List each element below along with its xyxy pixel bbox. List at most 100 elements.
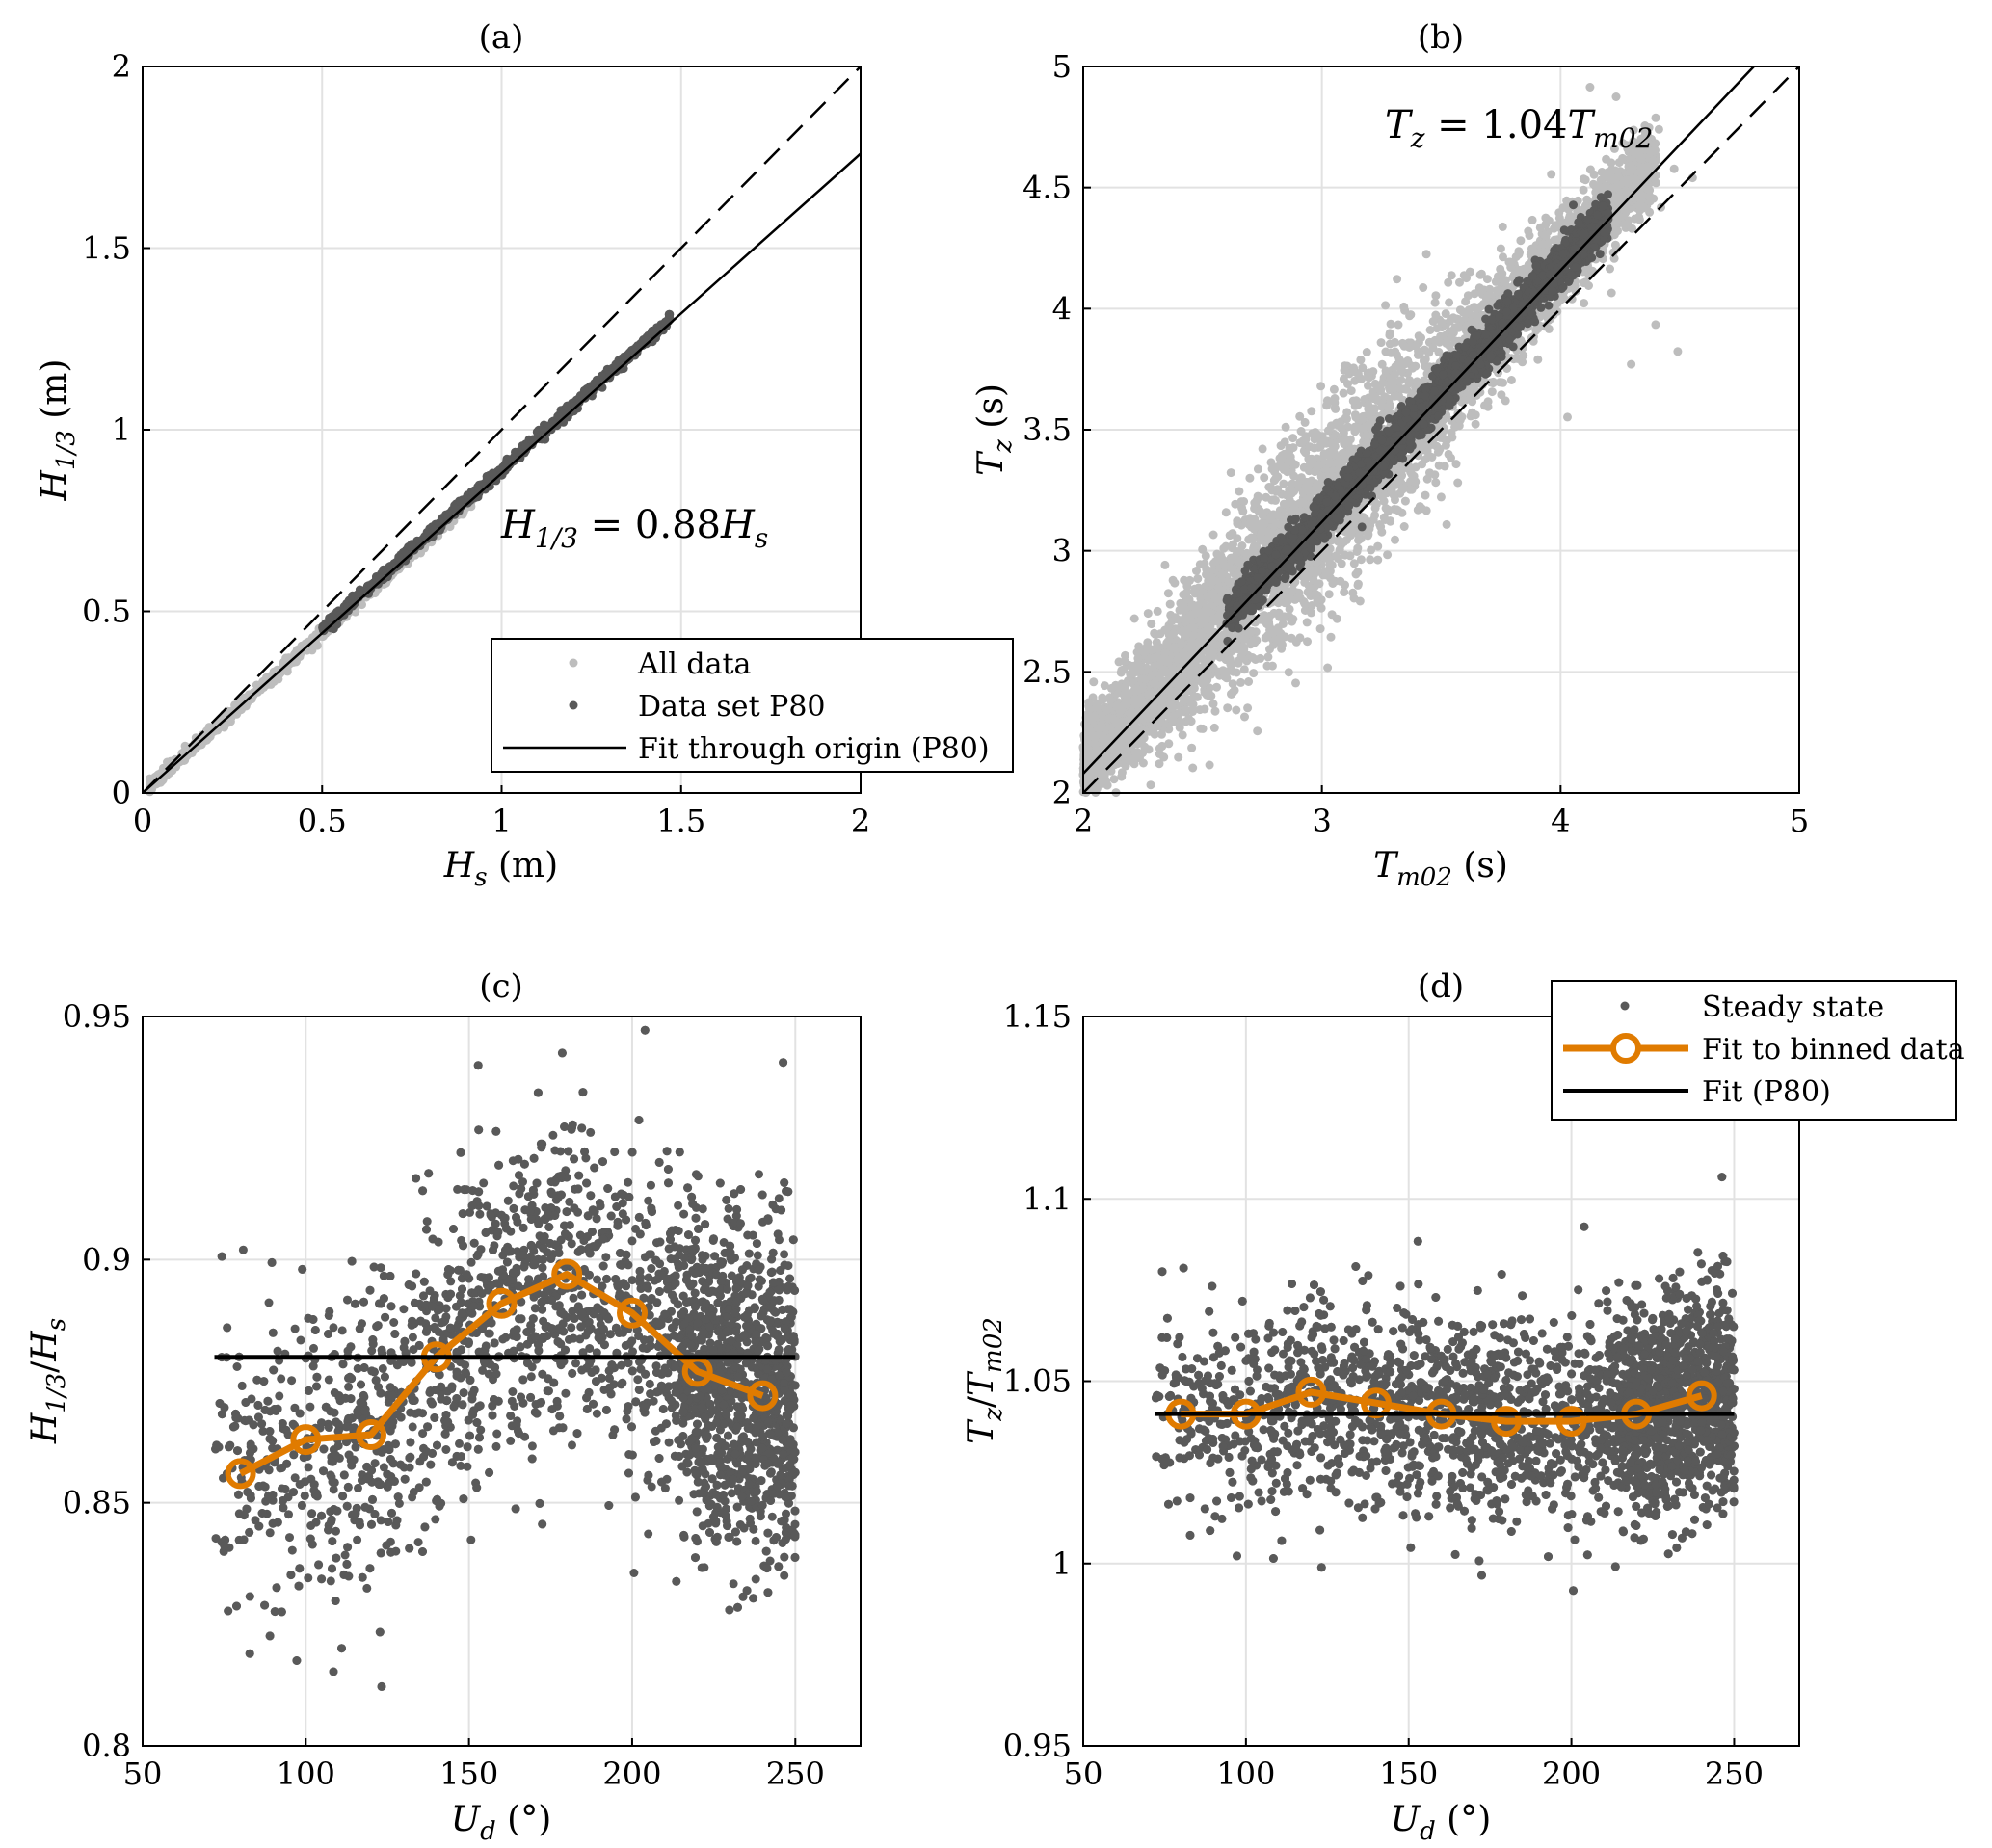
scatter-point bbox=[1270, 609, 1279, 618]
scatter-point bbox=[1545, 325, 1554, 333]
scatter-point bbox=[1316, 624, 1325, 633]
scatter-point bbox=[1584, 281, 1593, 290]
scatter-point bbox=[1373, 556, 1382, 565]
scatter-point bbox=[1580, 299, 1588, 307]
panel-b-title: (b) bbox=[1418, 18, 1464, 57]
scatter-point bbox=[1516, 236, 1525, 245]
legend-marker-data-set-p80 bbox=[570, 701, 578, 710]
scatter-point bbox=[665, 310, 674, 319]
scatter-point bbox=[1377, 338, 1386, 347]
scatter-point bbox=[1499, 252, 1507, 261]
scatter-point bbox=[1193, 574, 1202, 583]
scatter-point bbox=[590, 379, 598, 387]
scatter-point bbox=[1580, 186, 1588, 195]
scatter-point bbox=[1453, 479, 1462, 488]
scatter-point bbox=[1210, 724, 1219, 732]
scatter-point bbox=[1147, 780, 1155, 789]
scatter-point bbox=[1524, 227, 1532, 236]
y-tick-label: 1.5 bbox=[82, 230, 131, 267]
scatter-point bbox=[1394, 321, 1403, 330]
x-tick-label: 0.5 bbox=[298, 803, 347, 839]
scatter-point bbox=[1422, 250, 1431, 258]
scatter-point bbox=[1472, 420, 1480, 429]
scatter-point bbox=[1260, 473, 1268, 482]
scatter-point bbox=[1353, 568, 1362, 576]
scatter-point bbox=[1249, 669, 1258, 677]
y-tick-label: 1 bbox=[112, 411, 131, 448]
scatter-point bbox=[1528, 216, 1537, 224]
y-tick-label: 2 bbox=[112, 48, 131, 85]
scatter-point bbox=[1121, 689, 1129, 698]
scatter-point bbox=[1228, 529, 1236, 538]
scatter-point bbox=[1280, 612, 1288, 620]
scatter-point bbox=[1263, 652, 1272, 661]
scatter-point bbox=[1431, 478, 1440, 487]
scatter-point bbox=[1421, 491, 1430, 500]
scatter-point bbox=[1144, 609, 1153, 618]
scatter-point bbox=[1581, 175, 1590, 184]
scatter-point bbox=[1435, 462, 1444, 470]
scatter-point bbox=[1307, 407, 1315, 415]
scatter-point bbox=[1400, 522, 1409, 531]
y-tick-label: 0.5 bbox=[82, 594, 131, 630]
panel-b: (b) 2 3 4 522.533.544.55 Tz = 1.04Tm02 Tm02… bbox=[971, 18, 1809, 892]
scatter-point bbox=[1196, 725, 1205, 733]
scatter-point bbox=[1331, 404, 1340, 412]
scatter-point bbox=[1223, 703, 1232, 712]
scatter-point bbox=[580, 386, 589, 395]
panel-a-ylabel: H1/3 (m) bbox=[35, 359, 81, 502]
scatter-point bbox=[1198, 545, 1207, 554]
scatter-point bbox=[1401, 497, 1410, 506]
scatter-point bbox=[423, 528, 432, 537]
scatter-point bbox=[1166, 600, 1175, 609]
legend-marker-all-data bbox=[570, 659, 578, 668]
legend-label-fit-origin: Fit through origin (P80) bbox=[638, 732, 990, 766]
panel-a-xlabel: Hs (m) bbox=[443, 846, 558, 892]
scatter-point bbox=[1387, 320, 1395, 329]
x-tick-label: 1 bbox=[491, 803, 511, 839]
scatter-point bbox=[1586, 166, 1595, 174]
panel-a: (a) 0 0.5 1 1.5 200.511.52 H1/3 = 0.88Hs Hs … bbox=[35, 18, 1013, 892]
panel-a-annotation: H1/3 = 0.88Hs bbox=[500, 503, 768, 554]
scatter-point bbox=[1380, 497, 1389, 506]
scatter-point bbox=[1437, 492, 1446, 501]
scatter-point bbox=[1353, 544, 1362, 553]
scatter-point bbox=[1363, 348, 1371, 356]
scatter-point bbox=[1291, 678, 1300, 687]
scatter-point bbox=[1110, 775, 1119, 783]
scatter-point bbox=[1243, 703, 1252, 712]
scatter-point bbox=[1403, 356, 1412, 365]
scatter-point bbox=[1340, 588, 1348, 596]
scatter-point bbox=[1357, 555, 1366, 564]
scatter-point bbox=[1381, 301, 1390, 309]
panel-a-title: (a) bbox=[479, 18, 524, 57]
scatter-point bbox=[1393, 275, 1401, 283]
scatter-point bbox=[1154, 607, 1162, 616]
scatter-point bbox=[563, 402, 571, 410]
scatter-point bbox=[1188, 764, 1197, 773]
scatter-point bbox=[456, 497, 465, 506]
scatter-point bbox=[1327, 633, 1336, 642]
legend-label-all-data: All data bbox=[637, 647, 752, 681]
scatter-point bbox=[1288, 434, 1297, 442]
legend-label-data-set-p80: Data set P80 bbox=[638, 690, 826, 724]
scatter-point bbox=[1211, 707, 1220, 716]
scatter-point bbox=[1244, 677, 1253, 686]
scatter-point bbox=[1431, 291, 1440, 300]
scatter-point bbox=[1187, 744, 1196, 752]
x-tick-label: 1.5 bbox=[656, 803, 705, 839]
scatter-point bbox=[1366, 555, 1374, 564]
scatter-point bbox=[598, 372, 606, 381]
scatter-point bbox=[1240, 665, 1249, 673]
scatter-point bbox=[1340, 389, 1348, 398]
y-tick-label: 0 bbox=[112, 775, 131, 811]
scatter-point bbox=[1652, 114, 1660, 122]
scatter-point bbox=[1406, 310, 1415, 319]
scatter-point bbox=[1325, 590, 1334, 598]
scatter-point bbox=[1497, 245, 1505, 253]
scatter-point bbox=[1282, 423, 1290, 432]
x-tick-label: 2 bbox=[851, 803, 870, 839]
panel-a-legend: All data Data set P80 Fit through origin… bbox=[491, 639, 1013, 772]
scatter-point bbox=[1209, 531, 1218, 540]
